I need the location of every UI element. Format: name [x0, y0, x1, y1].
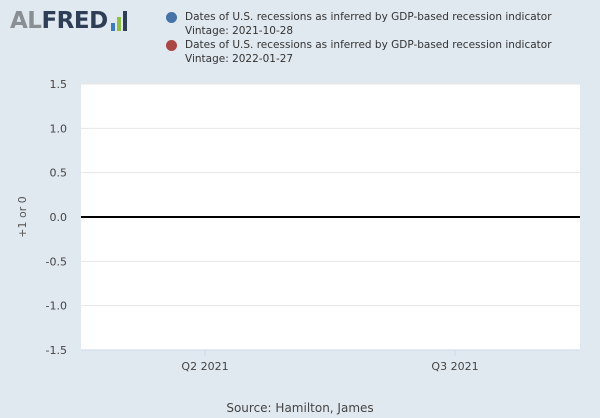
fred-logo[interactable]: AL FRED: [10, 8, 127, 34]
legend-item-series-1[interactable]: Dates of U.S. recessions as inferred by …: [166, 11, 552, 38]
y-axis-label: +1 or 0: [16, 196, 29, 237]
y-tick-label: 1.5: [50, 78, 68, 91]
y-tick-label: -0.5: [46, 255, 67, 268]
logo-al-text: AL: [10, 8, 42, 34]
logo-bars-icon: [110, 11, 127, 31]
legend-series-vintage: Vintage: 2021-10-28: [185, 24, 294, 37]
x-tick-label: Q2 2021: [181, 360, 228, 373]
y-tick-label: -1.5: [46, 344, 67, 357]
legend-series-vintage: Vintage: 2022-01-27: [185, 52, 294, 65]
legend-marker-icon: [166, 40, 177, 51]
y-tick-label: 1.0: [50, 122, 68, 135]
source-note: Source: Hamilton, James: [226, 401, 374, 415]
legend-series-title: Dates of U.S. recessions as inferred by …: [185, 11, 552, 23]
y-tick-label: 0.5: [50, 167, 68, 180]
logo-fred-text: FRED: [41, 8, 108, 34]
legend-series-title: Dates of U.S. recessions as inferred by …: [185, 39, 552, 51]
x-tick-label: Q3 2021: [431, 360, 478, 373]
y-tick-label: -1.0: [46, 300, 67, 313]
legend-marker-icon: [166, 12, 177, 23]
y-tick-label: 0.0: [50, 211, 68, 224]
chart-legend: Dates of U.S. recessions as inferred by …: [166, 11, 552, 67]
legend-item-series-2[interactable]: Dates of U.S. recessions as inferred by …: [166, 39, 552, 66]
